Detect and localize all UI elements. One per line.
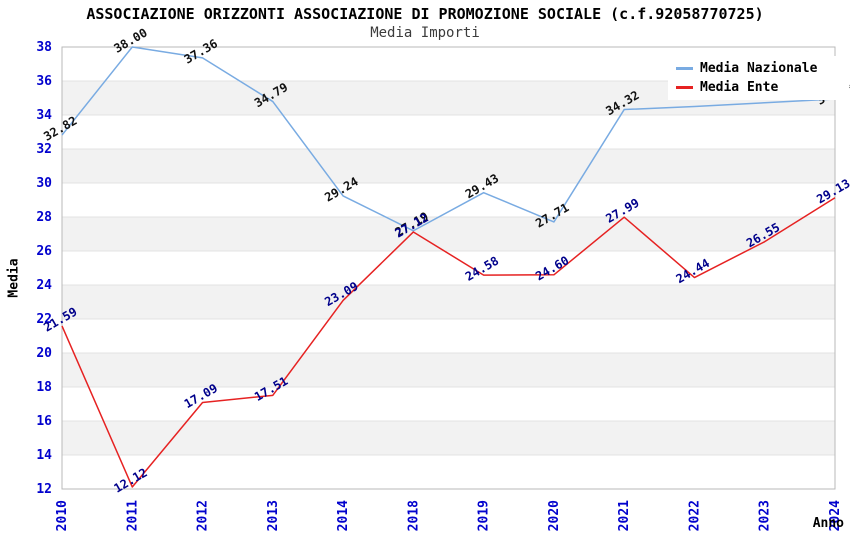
- svg-text:20: 20: [36, 346, 52, 361]
- svg-text:2023: 2023: [758, 500, 773, 531]
- svg-text:2011: 2011: [125, 500, 140, 531]
- svg-text:36: 36: [36, 74, 52, 89]
- svg-text:24: 24: [36, 278, 52, 293]
- svg-text:34: 34: [36, 108, 52, 123]
- svg-text:32: 32: [36, 142, 52, 157]
- svg-text:16: 16: [36, 414, 52, 429]
- legend-label: Media Nazionale: [700, 61, 818, 77]
- y-axis-title: Media: [6, 258, 22, 298]
- svg-text:26: 26: [36, 244, 52, 259]
- svg-text:14: 14: [36, 448, 52, 463]
- svg-text:12.12: 12.12: [111, 465, 149, 495]
- svg-text:2020: 2020: [547, 500, 562, 531]
- svg-text:24.58: 24.58: [463, 254, 501, 284]
- svg-text:12: 12: [36, 482, 52, 497]
- chart-title: ASSOCIAZIONE ORIZZONTI ASSOCIAZIONE DI P…: [86, 5, 764, 23]
- svg-text:2019: 2019: [477, 500, 492, 531]
- legend-item-media-ente: Media Ente: [668, 80, 849, 95]
- svg-text:24.60: 24.60: [533, 253, 571, 283]
- line-swatch-icon: [676, 67, 693, 71]
- svg-text:38.00: 38.00: [111, 25, 149, 55]
- svg-text:18: 18: [36, 380, 52, 395]
- svg-text:21.59: 21.59: [41, 304, 79, 334]
- svg-text:2014: 2014: [336, 500, 351, 531]
- legend-label: Media Ente: [700, 79, 779, 95]
- legend-item-media-nazionale: Media Nazionale: [668, 61, 849, 76]
- chart-subtitle: Media Importi: [370, 25, 480, 41]
- svg-text:24.44: 24.44: [674, 256, 712, 286]
- svg-text:2010: 2010: [55, 500, 70, 531]
- svg-text:22: 22: [36, 312, 52, 327]
- svg-text:38: 38: [36, 40, 52, 55]
- svg-text:2022: 2022: [687, 500, 702, 531]
- svg-text:2013: 2013: [266, 500, 281, 531]
- svg-text:2018: 2018: [406, 500, 421, 531]
- svg-text:30: 30: [36, 176, 52, 191]
- svg-text:2012: 2012: [196, 500, 211, 531]
- legend: Media Nazionale Media Ente: [668, 56, 849, 100]
- svg-text:28: 28: [36, 210, 52, 225]
- svg-text:37.36: 37.36: [182, 36, 220, 66]
- x-axis-title: Anno: [812, 516, 844, 531]
- svg-text:2024: 2024: [828, 500, 843, 531]
- line-swatch-icon: [676, 85, 693, 89]
- svg-text:2021: 2021: [617, 500, 632, 531]
